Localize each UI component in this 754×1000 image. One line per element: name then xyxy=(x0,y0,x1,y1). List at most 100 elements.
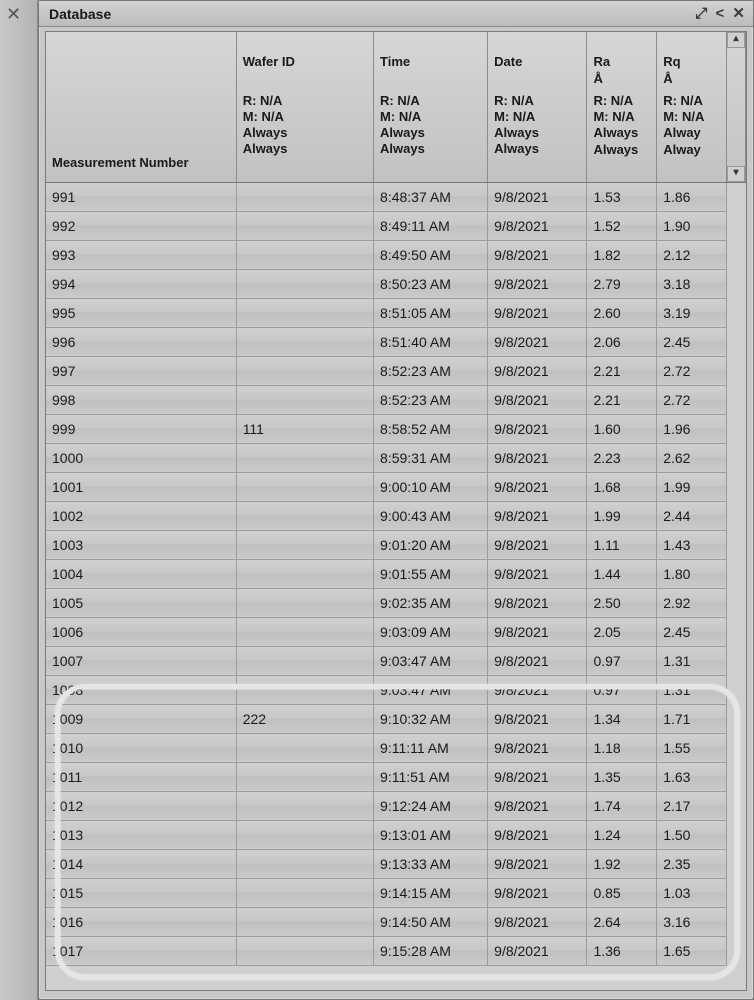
cell-num[interactable]: 994 xyxy=(46,269,236,298)
cell-date[interactable]: 9/8/2021 xyxy=(488,936,587,965)
cell-ra[interactable]: 2.05 xyxy=(587,617,657,646)
cell-wafer[interactable] xyxy=(236,733,373,762)
cell-num[interactable]: 998 xyxy=(46,385,236,414)
window-buttons[interactable]: ⤢ < ✕ xyxy=(695,1,747,27)
cell-rq[interactable]: 3.18 xyxy=(657,269,727,298)
cell-num[interactable]: 999 xyxy=(46,414,236,443)
table-row[interactable]: 10129:12:24 AM9/8/20211.742.17 xyxy=(46,791,746,820)
cell-ra[interactable]: 1.53 xyxy=(587,182,657,211)
table-row[interactable]: 10149:13:33 AM9/8/20211.922.35 xyxy=(46,849,746,878)
cell-date[interactable]: 9/8/2021 xyxy=(488,617,587,646)
cell-date[interactable]: 9/8/2021 xyxy=(488,385,587,414)
cell-rq[interactable]: 2.35 xyxy=(657,849,727,878)
table-row[interactable]: 10059:02:35 AM9/8/20212.502.92 xyxy=(46,588,746,617)
scroll-down-icon[interactable]: ▾ xyxy=(727,166,745,182)
cell-num[interactable]: 1014 xyxy=(46,849,236,878)
cell-rq[interactable]: 1.31 xyxy=(657,675,727,704)
cell-time[interactable]: 9:02:35 AM xyxy=(374,588,488,617)
table-row[interactable]: 10019:00:10 AM9/8/20211.681.99 xyxy=(46,472,746,501)
cell-num[interactable]: 1011 xyxy=(46,762,236,791)
col-header-measurement-number[interactable]: Measurement Number xyxy=(46,32,236,182)
cell-date[interactable]: 9/8/2021 xyxy=(488,791,587,820)
cell-time[interactable]: 8:51:05 AM xyxy=(374,298,488,327)
cell-date[interactable]: 9/8/2021 xyxy=(488,849,587,878)
cell-rq[interactable]: 1.90 xyxy=(657,211,727,240)
cell-num[interactable]: 996 xyxy=(46,327,236,356)
cell-ra[interactable]: 1.44 xyxy=(587,559,657,588)
cell-rq[interactable]: 1.31 xyxy=(657,646,727,675)
cell-time[interactable]: 9:03:47 AM xyxy=(374,675,488,704)
cell-ra[interactable]: 1.11 xyxy=(587,530,657,559)
cell-ra[interactable]: 1.60 xyxy=(587,414,657,443)
cell-time[interactable]: 8:51:40 AM xyxy=(374,327,488,356)
cell-ra[interactable]: 2.64 xyxy=(587,907,657,936)
cell-date[interactable]: 9/8/2021 xyxy=(488,356,587,385)
cell-num[interactable]: 1013 xyxy=(46,820,236,849)
cell-rq[interactable]: 2.45 xyxy=(657,617,727,646)
table-row[interactable]: 9991118:58:52 AM9/8/20211.601.96 xyxy=(46,414,746,443)
cell-num[interactable]: 1015 xyxy=(46,878,236,907)
cell-rq[interactable]: 3.16 xyxy=(657,907,727,936)
scroll-up-icon[interactable]: ▴ xyxy=(727,32,745,48)
table-row[interactable]: 10159:14:15 AM9/8/20210.851.03 xyxy=(46,878,746,907)
cell-ra[interactable]: 1.35 xyxy=(587,762,657,791)
cell-date[interactable]: 9/8/2021 xyxy=(488,907,587,936)
cell-rq[interactable]: 2.45 xyxy=(657,327,727,356)
cell-time[interactable]: 9:14:50 AM xyxy=(374,907,488,936)
cell-rq[interactable]: 2.72 xyxy=(657,356,727,385)
cell-date[interactable]: 9/8/2021 xyxy=(488,269,587,298)
cell-date[interactable]: 9/8/2021 xyxy=(488,762,587,791)
cell-ra[interactable]: 1.68 xyxy=(587,472,657,501)
cell-num[interactable]: 997 xyxy=(46,356,236,385)
cell-wafer[interactable] xyxy=(236,240,373,269)
cell-num[interactable]: 1008 xyxy=(46,675,236,704)
cell-num[interactable]: 1003 xyxy=(46,530,236,559)
cell-wafer[interactable]: 111 xyxy=(236,414,373,443)
cell-ra[interactable]: 2.60 xyxy=(587,298,657,327)
table-row[interactable]: 10089:03:47 AM9/8/20210.971.31 xyxy=(46,675,746,704)
cell-rq[interactable]: 1.03 xyxy=(657,878,727,907)
cell-rq[interactable]: 2.62 xyxy=(657,443,727,472)
cell-ra[interactable]: 2.21 xyxy=(587,356,657,385)
cell-wafer[interactable] xyxy=(236,791,373,820)
cell-ra[interactable]: 0.85 xyxy=(587,878,657,907)
cell-wafer[interactable] xyxy=(236,385,373,414)
table-row[interactable]: 10039:01:20 AM9/8/20211.111.43 xyxy=(46,530,746,559)
cell-rq[interactable]: 1.43 xyxy=(657,530,727,559)
cell-date[interactable]: 9/8/2021 xyxy=(488,733,587,762)
cell-num[interactable]: 1012 xyxy=(46,791,236,820)
cell-time[interactable]: 8:49:11 AM xyxy=(374,211,488,240)
col-header-rq[interactable]: Rq Å R: N/A M: N/A Alway Alway xyxy=(657,32,727,182)
cell-rq[interactable]: 1.99 xyxy=(657,472,727,501)
cell-time[interactable]: 9:01:55 AM xyxy=(374,559,488,588)
cell-rq[interactable]: 1.50 xyxy=(657,820,727,849)
cell-rq[interactable]: 3.19 xyxy=(657,298,727,327)
cell-wafer[interactable]: 222 xyxy=(236,704,373,733)
cell-wafer[interactable] xyxy=(236,907,373,936)
cell-wafer[interactable] xyxy=(236,501,373,530)
cell-ra[interactable]: 2.79 xyxy=(587,269,657,298)
cell-rq[interactable]: 1.55 xyxy=(657,733,727,762)
cell-ra[interactable]: 2.23 xyxy=(587,443,657,472)
cell-date[interactable]: 9/8/2021 xyxy=(488,211,587,240)
cell-date[interactable]: 9/8/2021 xyxy=(488,646,587,675)
table-row[interactable]: 9958:51:05 AM9/8/20212.603.19 xyxy=(46,298,746,327)
cell-wafer[interactable] xyxy=(236,356,373,385)
cell-wafer[interactable] xyxy=(236,559,373,588)
table-row[interactable]: 9968:51:40 AM9/8/20212.062.45 xyxy=(46,327,746,356)
cell-wafer[interactable] xyxy=(236,443,373,472)
table-row[interactable]: 9938:49:50 AM9/8/20211.822.12 xyxy=(46,240,746,269)
cell-date[interactable]: 9/8/2021 xyxy=(488,414,587,443)
cell-time[interactable]: 9:03:09 AM xyxy=(374,617,488,646)
cell-date[interactable]: 9/8/2021 xyxy=(488,501,587,530)
cell-date[interactable]: 9/8/2021 xyxy=(488,240,587,269)
table-row[interactable]: 10008:59:31 AM9/8/20212.232.62 xyxy=(46,443,746,472)
cell-time[interactable]: 9:13:01 AM xyxy=(374,820,488,849)
cell-rq[interactable]: 2.44 xyxy=(657,501,727,530)
close-icon[interactable]: ✕ xyxy=(0,0,37,25)
cell-time[interactable]: 8:49:50 AM xyxy=(374,240,488,269)
table-row[interactable]: 9918:48:37 AM9/8/20211.531.86 xyxy=(46,182,746,211)
cell-time[interactable]: 8:59:31 AM xyxy=(374,443,488,472)
cell-time[interactable]: 8:50:23 AM xyxy=(374,269,488,298)
cell-rq[interactable]: 1.63 xyxy=(657,762,727,791)
